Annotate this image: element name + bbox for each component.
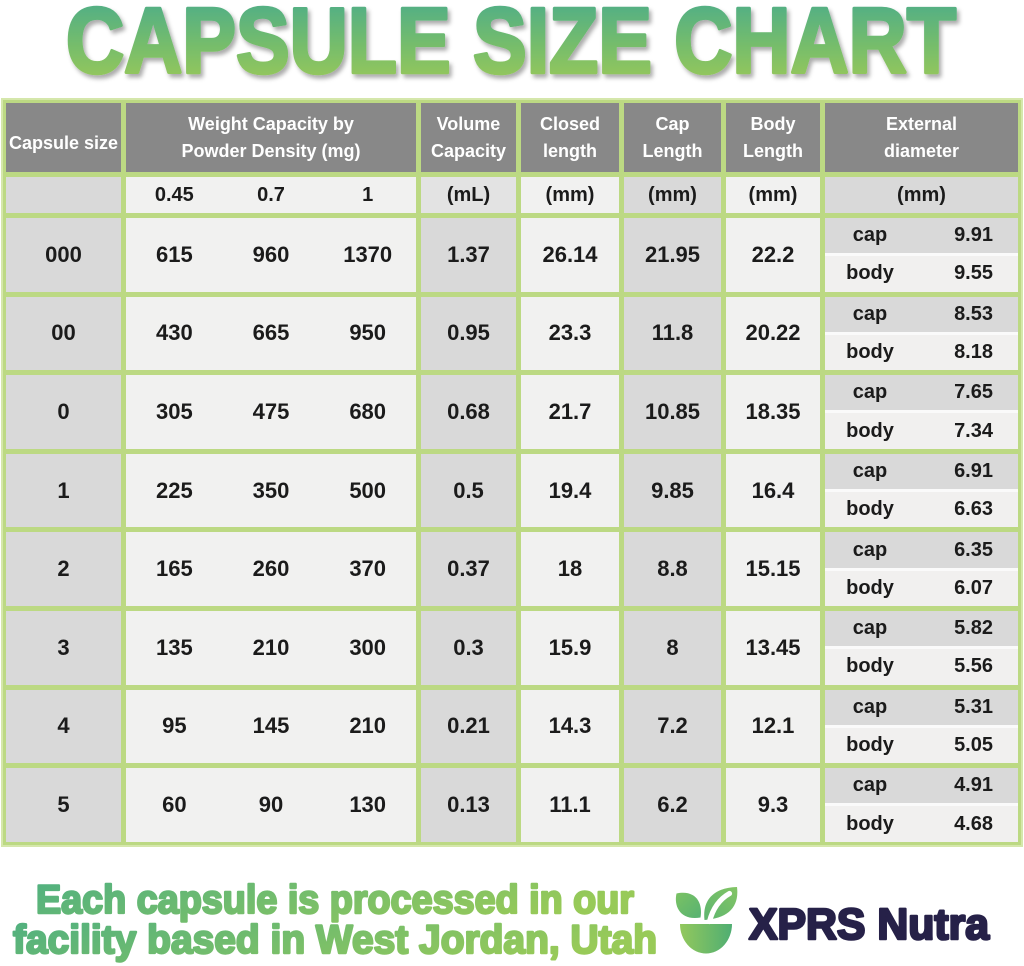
svg-text:CAPSULE SIZE CHART: CAPSULE SIZE CHART (66, 0, 956, 93)
svg-text:Each capsule is processed in o: Each capsule is processed in our (36, 878, 634, 922)
svg-text:facility based in West Jordan,: facility based in West Jordan, Utah (13, 918, 657, 962)
svg-text:XPRS Nutra: XPRS Nutra (749, 900, 990, 949)
